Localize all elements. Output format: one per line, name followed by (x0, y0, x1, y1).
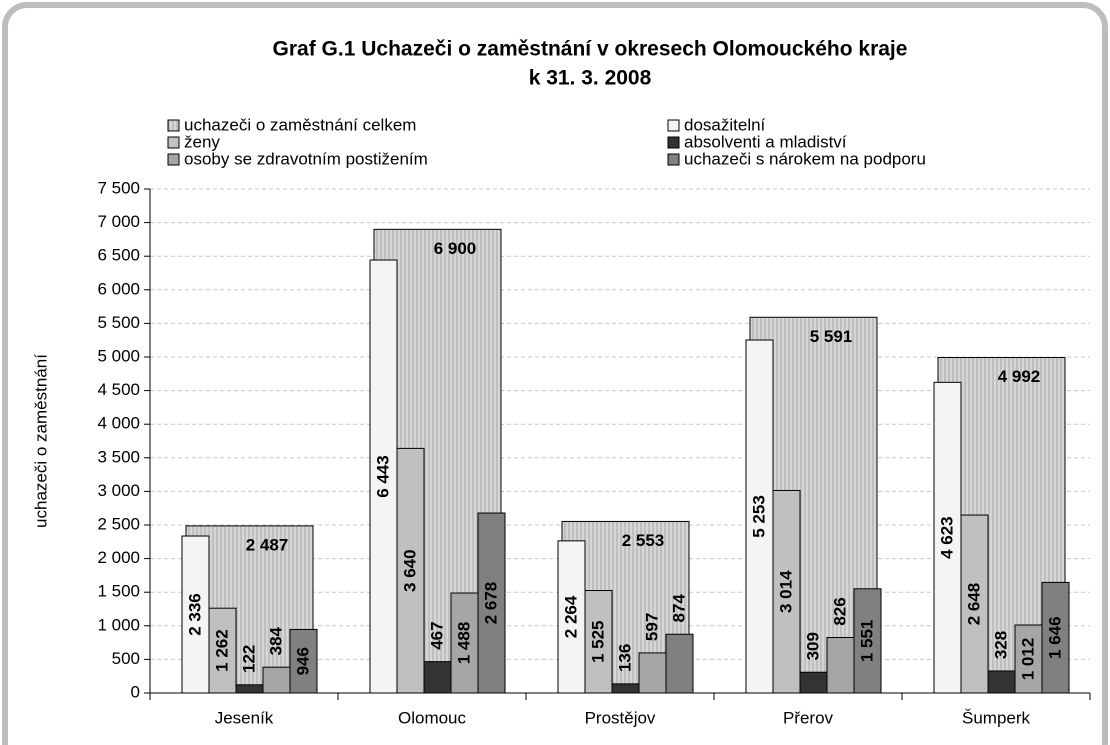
legend-swatch (167, 136, 180, 149)
legend-label: ženy (184, 132, 220, 151)
value-label: 1 551 (857, 620, 876, 663)
value-label: 6 900 (434, 239, 477, 258)
legend-swatch (667, 119, 680, 132)
y-tick-label: 3 500 (97, 447, 140, 466)
bar (826, 636, 855, 694)
bar (987, 670, 1016, 694)
value-label: 3 640 (400, 549, 419, 592)
y-tick-label: 0 (131, 682, 140, 701)
y-tick-label: 6 000 (97, 279, 140, 298)
bar (584, 590, 613, 694)
y-tick-label: 4 500 (97, 380, 140, 399)
value-label: 467 (427, 621, 446, 649)
legend-label: uchazeči o zaměstnání celkem (184, 115, 416, 134)
value-label: 2 264 (561, 595, 580, 638)
value-label: 2 678 (481, 582, 500, 625)
value-label: 874 (669, 594, 688, 623)
bar (235, 684, 264, 694)
y-tick-label: 7 500 (97, 178, 140, 197)
x-tick-label: Přerov (783, 708, 834, 727)
bar (611, 683, 640, 694)
value-label: 122 (239, 645, 258, 673)
value-label: 4 623 (937, 516, 956, 559)
value-label: 1 646 (1045, 616, 1064, 659)
value-label: 328 (991, 631, 1010, 659)
bar (853, 588, 882, 694)
bar (933, 381, 962, 694)
value-label: 1 012 (1018, 638, 1037, 681)
value-label: 1 488 (454, 622, 473, 665)
value-label: 2 648 (964, 583, 983, 626)
value-label: 5 591 (810, 327, 853, 346)
value-label: 384 (266, 626, 285, 655)
value-label: 309 (803, 632, 822, 660)
x-tick-label: Šumperk (962, 708, 1031, 727)
value-label: 946 (293, 647, 312, 675)
bar (960, 514, 989, 694)
legend-swatch (167, 119, 180, 132)
bar (262, 666, 291, 694)
legend-label: uchazeči s nárokem na podporu (684, 149, 926, 168)
chart-title: Graf G.1 Uchazeči o zaměstnání v okresec… (273, 38, 908, 61)
y-tick-label: 5 500 (97, 313, 140, 332)
x-tick-label: Olomouc (398, 708, 467, 727)
bar (369, 259, 398, 694)
y-tick-label: 5 000 (97, 346, 140, 365)
bar (799, 671, 828, 694)
bar (745, 339, 774, 694)
value-label: 1 262 (212, 629, 231, 672)
x-tick-label: Jeseník (215, 708, 274, 727)
value-label: 2 336 (185, 593, 204, 636)
bar (396, 447, 425, 694)
value-label: 6 443 (373, 455, 392, 498)
value-label: 1 525 (588, 620, 607, 663)
y-tick-label: 2 000 (97, 548, 140, 567)
bar (638, 652, 667, 694)
legend-swatch (667, 153, 680, 166)
bar (208, 607, 237, 694)
bar (289, 628, 318, 694)
value-label: 826 (830, 597, 849, 625)
y-axis-label: uchazeči o zaměstnání (31, 354, 50, 528)
value-label: 597 (642, 613, 661, 641)
x-tick-label: Prostějov (585, 708, 656, 727)
legend-label: dosažitelní (684, 115, 766, 134)
chart-title: k 31. 3. 2008 (529, 67, 652, 90)
legend-label: osoby se zdravotním postižením (184, 149, 428, 168)
y-tick-label: 500 (112, 649, 140, 668)
value-label: 136 (615, 644, 634, 672)
y-tick-label: 7 000 (97, 212, 140, 231)
y-tick-label: 2 500 (97, 514, 140, 533)
legend-swatch (667, 136, 680, 149)
value-label: 4 992 (998, 367, 1041, 386)
legend-label: absolventi a mladiství (684, 132, 847, 151)
y-tick-label: 6 500 (97, 246, 140, 265)
bar (423, 661, 452, 694)
bar (665, 633, 694, 694)
y-tick-label: 1 000 (97, 615, 140, 634)
y-tick-label: 1 500 (97, 582, 140, 601)
legend-swatch (167, 153, 180, 166)
y-tick-label: 4 000 (97, 414, 140, 433)
bar (450, 592, 479, 694)
value-label: 3 014 (776, 570, 795, 613)
value-label: 2 487 (246, 535, 289, 554)
y-tick-label: 3 000 (97, 481, 140, 500)
value-label: 2 553 (622, 531, 665, 550)
bar (772, 489, 801, 694)
bar (477, 512, 506, 694)
bar (1041, 581, 1070, 694)
value-label: 5 253 (749, 495, 768, 538)
